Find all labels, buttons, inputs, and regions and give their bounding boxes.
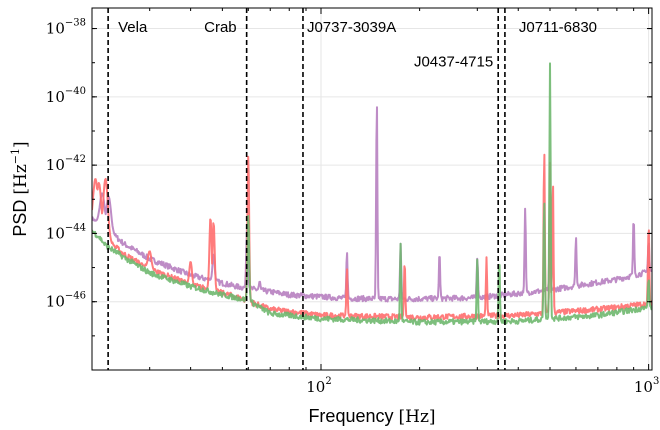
x-tick-label: 102 bbox=[306, 376, 331, 396]
psd-series-2 bbox=[92, 153, 652, 321]
psd-series-3 bbox=[92, 62, 652, 326]
pulsar-label: J0437-4715 bbox=[414, 53, 493, 70]
y-axis-label: PSD [Hz−1] bbox=[9, 141, 31, 236]
psd-series-1 bbox=[92, 106, 652, 303]
plot-frame bbox=[91, 7, 653, 371]
grid bbox=[92, 8, 652, 370]
pulsar-label: Vela bbox=[118, 19, 148, 36]
axis-ticks: 10−38 10−40 10−42 10−44 10−46 102 103 bbox=[46, 8, 659, 396]
pulsar-label: J0737-3039A bbox=[307, 19, 396, 36]
y-tick-label: 10−42 bbox=[46, 154, 86, 174]
pulsar-label: J0711-6830 bbox=[519, 19, 597, 36]
y-tick-label: 10−38 bbox=[46, 18, 86, 38]
pulsar-lines: Vela Crab J0737-3039A J0437-4715 J0711-6830 bbox=[107, 8, 597, 370]
x-tick-label: 103 bbox=[634, 376, 659, 396]
y-tick-label: 10−46 bbox=[46, 291, 86, 311]
x-axis-label: Frequency [Hz] bbox=[308, 406, 435, 427]
series-layer bbox=[92, 62, 652, 326]
y-tick-label: 10−40 bbox=[46, 86, 86, 106]
y-tick-label: 10−44 bbox=[46, 222, 86, 242]
y-axis-unit: [Hz−1] bbox=[9, 141, 31, 194]
pulsar-label: Crab bbox=[204, 19, 237, 36]
